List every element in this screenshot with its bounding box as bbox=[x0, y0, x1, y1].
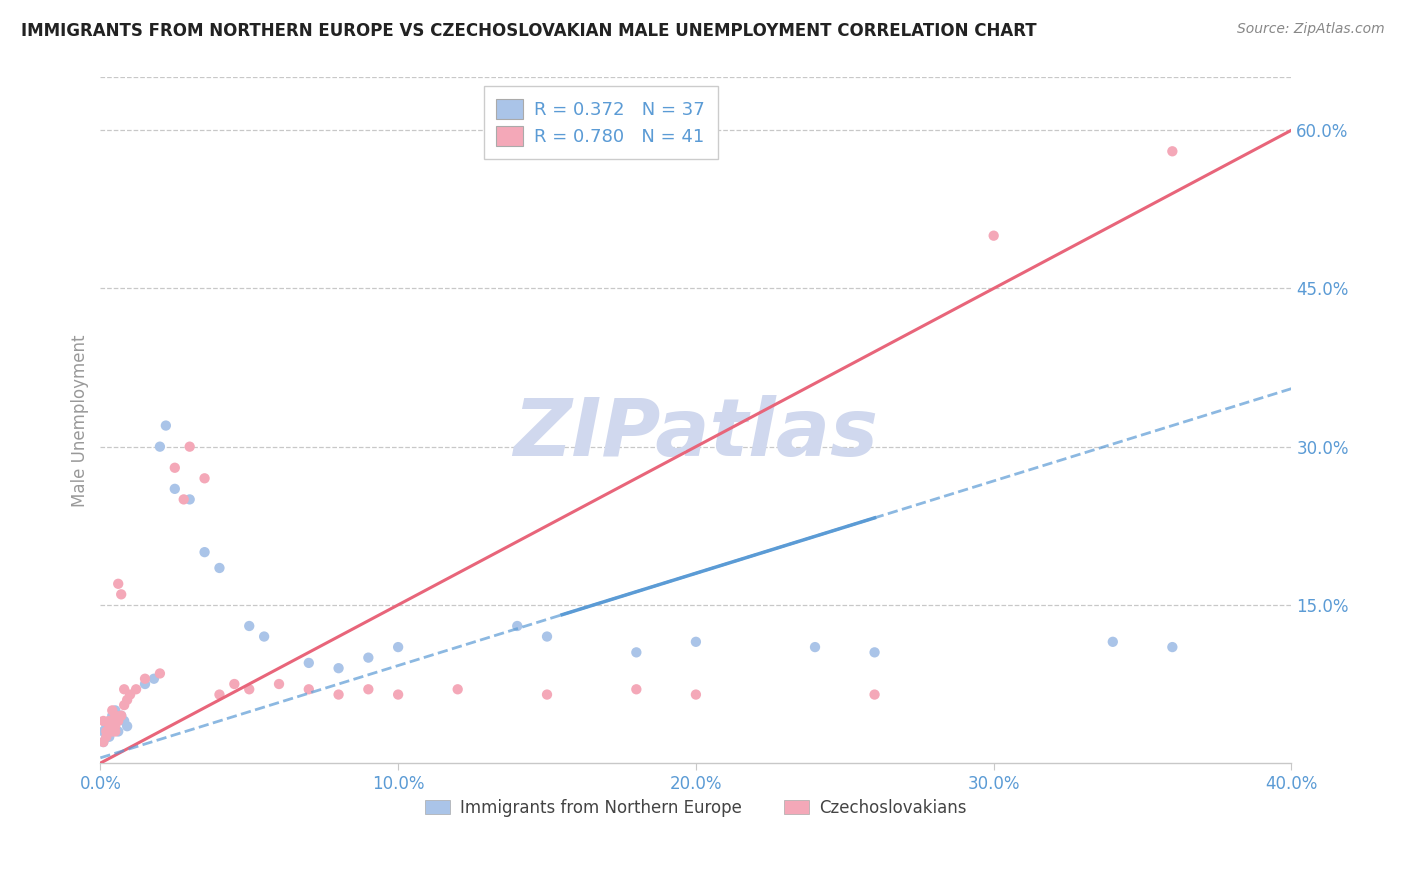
Point bbox=[112, 714, 135, 728]
Point bbox=[91, 735, 114, 749]
Point bbox=[155, 418, 177, 433]
Point bbox=[134, 677, 156, 691]
Point bbox=[98, 719, 121, 733]
Point bbox=[112, 682, 135, 697]
Point bbox=[387, 688, 409, 702]
Point bbox=[224, 677, 246, 691]
Text: IMMIGRANTS FROM NORTHERN EUROPE VS CZECHOSLOVAKIAN MALE UNEMPLOYMENT CORRELATION: IMMIGRANTS FROM NORTHERN EUROPE VS CZECH… bbox=[21, 22, 1036, 40]
Point bbox=[238, 682, 260, 697]
Point bbox=[96, 719, 118, 733]
Point bbox=[685, 635, 707, 649]
Point bbox=[298, 656, 321, 670]
Point bbox=[104, 708, 127, 723]
Point bbox=[983, 228, 1005, 243]
Legend: Immigrants from Northern Europe, Czechoslovakians: Immigrants from Northern Europe, Czechos… bbox=[419, 792, 973, 823]
Point bbox=[163, 482, 186, 496]
Point bbox=[110, 587, 132, 601]
Point bbox=[96, 724, 118, 739]
Point bbox=[238, 619, 260, 633]
Point bbox=[804, 640, 827, 654]
Point bbox=[536, 630, 558, 644]
Point bbox=[149, 440, 172, 454]
Point bbox=[91, 724, 114, 739]
Point bbox=[1161, 640, 1184, 654]
Point bbox=[357, 650, 380, 665]
Point bbox=[115, 719, 138, 733]
Point bbox=[1161, 145, 1184, 159]
Point bbox=[104, 719, 127, 733]
Point bbox=[506, 619, 529, 633]
Point bbox=[1101, 635, 1123, 649]
Point bbox=[267, 677, 290, 691]
Point bbox=[115, 693, 138, 707]
Point bbox=[101, 724, 124, 739]
Point bbox=[149, 666, 172, 681]
Point bbox=[357, 682, 380, 697]
Point bbox=[298, 682, 321, 697]
Point bbox=[208, 561, 231, 575]
Point bbox=[110, 708, 132, 723]
Point bbox=[208, 688, 231, 702]
Point bbox=[387, 640, 409, 654]
Point bbox=[98, 730, 121, 744]
Point bbox=[107, 714, 129, 728]
Point bbox=[104, 724, 127, 739]
Point bbox=[685, 688, 707, 702]
Point bbox=[626, 645, 648, 659]
Point bbox=[101, 719, 124, 733]
Point bbox=[253, 630, 276, 644]
Point bbox=[626, 682, 648, 697]
Point bbox=[173, 492, 195, 507]
Point bbox=[328, 688, 350, 702]
Point bbox=[134, 672, 156, 686]
Point bbox=[179, 492, 201, 507]
Point bbox=[107, 724, 129, 739]
Point bbox=[96, 730, 118, 744]
Point bbox=[179, 440, 201, 454]
Point bbox=[91, 714, 114, 728]
Point bbox=[101, 708, 124, 723]
Point bbox=[447, 682, 470, 697]
Point bbox=[112, 698, 135, 712]
Point bbox=[536, 688, 558, 702]
Text: ZIPatlas: ZIPatlas bbox=[513, 395, 879, 473]
Point bbox=[120, 688, 142, 702]
Point bbox=[863, 645, 886, 659]
Point bbox=[110, 708, 132, 723]
Point bbox=[194, 545, 217, 559]
Point bbox=[328, 661, 350, 675]
Point bbox=[98, 724, 121, 739]
Point bbox=[101, 703, 124, 717]
Point bbox=[863, 688, 886, 702]
Y-axis label: Male Unemployment: Male Unemployment bbox=[72, 334, 89, 507]
Point bbox=[163, 460, 186, 475]
Point bbox=[91, 735, 114, 749]
Point bbox=[194, 471, 217, 485]
Text: Source: ZipAtlas.com: Source: ZipAtlas.com bbox=[1237, 22, 1385, 37]
Point bbox=[125, 682, 148, 697]
Point bbox=[96, 730, 118, 744]
Point bbox=[107, 576, 129, 591]
Point bbox=[104, 714, 127, 728]
Point bbox=[98, 714, 121, 728]
Point bbox=[98, 714, 121, 728]
Point bbox=[142, 672, 165, 686]
Point bbox=[104, 703, 127, 717]
